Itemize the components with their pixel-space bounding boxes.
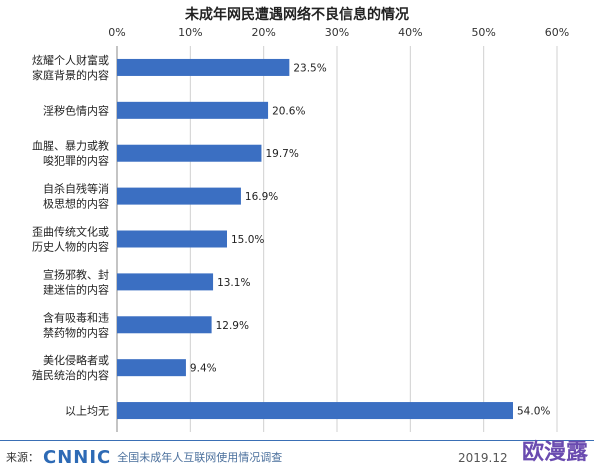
category-label: 殖民统治的内容 [32,368,109,382]
x-tick-label: 40% [398,26,422,39]
footer-source: 来源： CNNIC 全国未成年人互联网使用情况调查 [6,446,283,468]
category-label: 炫耀个人财富或 [32,53,109,67]
bar [117,58,290,76]
category-label: 含有吸毒和违 [43,310,109,324]
data-label: 54.0% [517,406,550,418]
bar [117,101,269,119]
data-label: 20.6% [272,105,305,117]
category-label: 自杀自残等消 [43,182,109,196]
category-label: 淫秽色情内容 [43,103,109,117]
data-label: 23.5% [293,62,326,74]
category-label: 家庭背景的内容 [32,68,109,82]
category-label: 建迷信的内容 [43,282,109,296]
data-label: 13.1% [217,277,250,289]
x-tick-label: 60% [545,26,569,39]
data-label: 9.4% [190,363,217,375]
data-label: 15.0% [231,234,264,246]
category-label: 极思想的内容 [43,197,109,211]
category-label: 禁药物的内容 [43,325,109,339]
bar [117,402,513,420]
footer-date: 2019.12 [458,451,508,465]
category-label: 歪曲传统文化或 [32,225,109,239]
bar [117,230,227,248]
bar [117,359,186,377]
x-tick-label: 50% [471,26,495,39]
category-label: 血腥、暴力或教 [32,139,109,153]
x-tick-label: 0% [108,26,125,39]
data-label: 19.7% [265,148,298,160]
category-label: 历史人物的内容 [32,240,109,254]
data-label: 12.9% [216,320,249,332]
source-label: 来源： [6,451,39,464]
chart-title: 未成年网民遭遇网络不良信息的情况 [185,7,409,23]
category-label: 唆犯罪的内容 [43,154,109,168]
category-label: 宣扬邪教、封 [43,267,109,281]
x-tick-label: 10% [178,26,202,39]
x-tick-label: 20% [251,26,275,39]
footer-rule [0,440,594,441]
category-label: 以上均无 [65,405,109,418]
bar [117,316,212,334]
bar [117,187,241,205]
data-label: 16.9% [245,191,278,203]
category-label: 美化侵略者或 [43,353,109,367]
bar [117,273,214,291]
source-text: 全国未成年人互联网使用情况调查 [117,451,283,464]
x-tick-label: 30% [325,26,349,39]
cnnic-logo: CNNIC [43,446,112,468]
bar [117,144,262,162]
watermark: 欧漫露 [521,440,588,465]
